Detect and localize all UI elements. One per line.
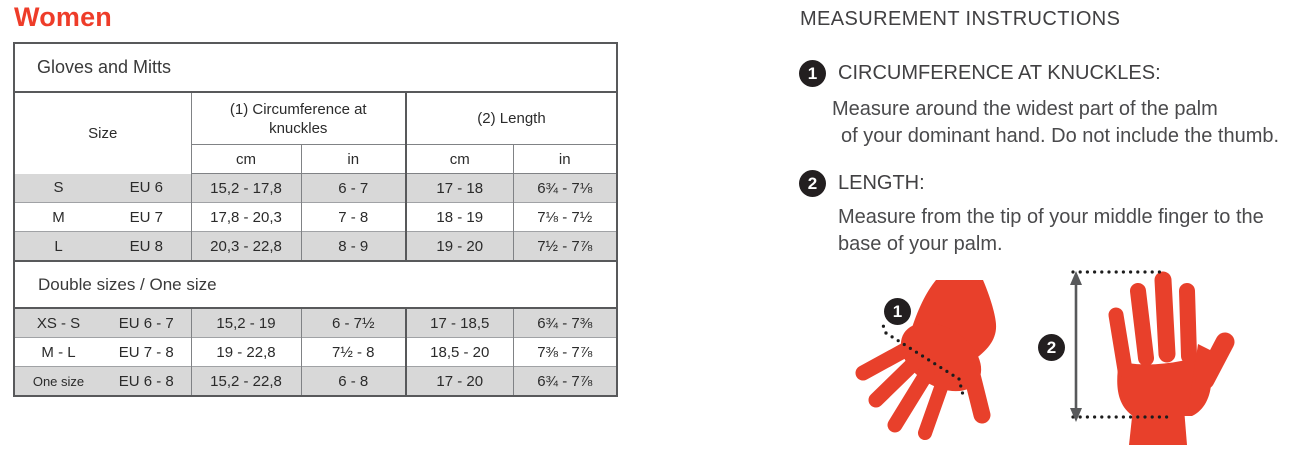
cell-eu: EU 8 (102, 231, 191, 261)
finger (868, 354, 923, 408)
instruction-1-line1: Measure around the widest part of the pa… (832, 98, 1218, 120)
cell-len-in: 6¾ - 7⅞ (512, 366, 617, 396)
instruction-2-heading: LENGTH: (838, 172, 925, 194)
cell-eu: EU 7 - 8 (102, 337, 191, 367)
finger-pinky (1108, 307, 1133, 378)
dotted-tick (957, 377, 965, 397)
instruction-1-text: Measure around the widest part of the pa… (832, 96, 1279, 150)
cell-circ-in: 7½ - 8 (300, 337, 406, 367)
unit-header-cm: cm (190, 144, 301, 174)
cell-circ-cm: 15,2 - 22,8 (190, 366, 301, 396)
cell-circ-in: 7 - 8 (300, 202, 406, 232)
thumb (962, 362, 991, 424)
size-table: Gloves and Mitts Size (1) Circumference … (13, 42, 618, 397)
cell-size: L (14, 231, 102, 261)
step-2-badge: 2 (799, 170, 826, 197)
col-header-size: Size (88, 124, 118, 142)
step-1-badge: 1 (799, 60, 826, 87)
table-row-m-l: M - L EU 7 - 8 19 - 22,8 7½ - 8 18,5 - 2… (14, 337, 617, 367)
cell-circ-cm: 15,2 - 17,8 (190, 173, 301, 203)
hand-length-illustration (1070, 270, 1235, 445)
instruction-2-line2: base of your palm. (838, 233, 1003, 255)
cell-size: M - L (14, 337, 102, 367)
cell-size: M (14, 202, 102, 232)
cell-eu: EU 6 (102, 173, 191, 203)
cell-eu: EU 6 - 8 (102, 366, 191, 396)
page-title-women: Women (14, 2, 113, 32)
table-row-s: S EU 6 15,2 - 17,8 6 - 7 17 - 18 6¾ - 7⅛ (14, 173, 617, 203)
instruction-1-line2: of your dominant hand. Do not include th… (841, 125, 1280, 147)
table-row-m: M EU 7 17,8 - 20,3 7 - 8 18 - 19 7⅛ - 7½ (14, 202, 617, 232)
cell-circ-cm: 15,2 - 19 (190, 308, 301, 338)
finger-index (1179, 283, 1197, 364)
knuckle-dotted-line (884, 331, 961, 381)
finger-middle (1154, 271, 1176, 363)
cell-len-in: 6¾ - 7⅛ (512, 173, 617, 203)
cell-circ-in: 6 - 7½ (300, 308, 406, 338)
hand-knuckles-illustration (855, 280, 997, 440)
dotted-tick (879, 318, 888, 335)
col-header-circumference: (1) Circumference at knuckles (190, 92, 406, 145)
unit-header-in: in (512, 144, 617, 174)
unit-header-cm: cm (405, 144, 513, 174)
col-header-circumference-text: (1) Circumference at knuckles (229, 100, 367, 137)
finger-ring (1130, 283, 1154, 366)
cell-len-cm: 17 - 20 (405, 366, 513, 396)
cell-circ-in: 8 - 9 (300, 231, 406, 261)
cell-len-in: 7⅜ - 7⅞ (512, 337, 617, 367)
table-row-one-size: One size EU 6 - 8 15,2 - 22,8 6 - 8 17 -… (14, 366, 617, 396)
finger (855, 342, 913, 381)
table-subtitle: Double sizes / One size (14, 260, 617, 309)
hand-palm-shape (1117, 351, 1212, 416)
illustration-badge-2: 2 (1038, 334, 1065, 361)
cell-len-in: 7⅛ - 7½ (512, 202, 617, 232)
thumb (1195, 332, 1235, 390)
table-title: Gloves and Mitts (14, 43, 617, 93)
arrow-up-icon (1070, 271, 1082, 285)
cell-len-cm: 17 - 18,5 (405, 308, 513, 338)
instructions-title: MEASUREMENT INSTRUCTIONS (800, 8, 1121, 30)
cell-len-cm: 18 - 19 (405, 202, 513, 232)
cell-len-cm: 19 - 20 (405, 231, 513, 261)
instruction-2-line1: Measure from the tip of your middle fing… (838, 206, 1264, 228)
illustration-badge-1: 1 (884, 298, 911, 325)
table-row: cm in cm in (14, 144, 617, 174)
cell-size: XS - S (14, 308, 102, 338)
instruction-1-heading: CIRCUMFERENCE AT KNUCKLES: (838, 62, 1161, 84)
finger (887, 365, 935, 433)
table-row: Gloves and Mitts (14, 43, 617, 93)
cell-circ-cm: 17,8 - 20,3 (190, 202, 301, 232)
cell-len-in: 7½ - 7⅞ (512, 231, 617, 261)
unit-header-in: in (300, 144, 406, 174)
cell-eu: EU 7 (102, 202, 191, 232)
cell-circ-in: 6 - 7 (300, 173, 406, 203)
table-row-xs-s: XS - S EU 6 - 7 15,2 - 19 6 - 7½ 17 - 18… (14, 308, 617, 338)
cell-eu: EU 6 - 7 (102, 308, 191, 338)
table-row: Size (1) Circumference at knuckles (2) L… (14, 92, 617, 145)
instruction-2-text: Measure from the tip of your middle fing… (838, 204, 1264, 258)
col-header-length: (2) Length (405, 92, 617, 145)
cell-len-in: 6¾ - 7⅜ (512, 308, 617, 338)
table-row-l: L EU 8 20,3 - 22,8 8 - 9 19 - 20 7½ - 7⅞ (14, 231, 617, 261)
cell-circ-cm: 20,3 - 22,8 (190, 231, 301, 261)
finger (918, 375, 950, 440)
cell-len-cm: 18,5 - 20 (405, 337, 513, 367)
cell-len-cm: 17 - 18 (405, 173, 513, 203)
cell-circ-in: 6 - 8 (300, 366, 406, 396)
table-row: Double sizes / One size (14, 260, 617, 309)
cell-size: One size (14, 366, 102, 396)
cell-circ-cm: 19 - 22,8 (190, 337, 301, 367)
arrow-down-icon (1070, 408, 1082, 422)
cell-size: S (14, 173, 102, 203)
